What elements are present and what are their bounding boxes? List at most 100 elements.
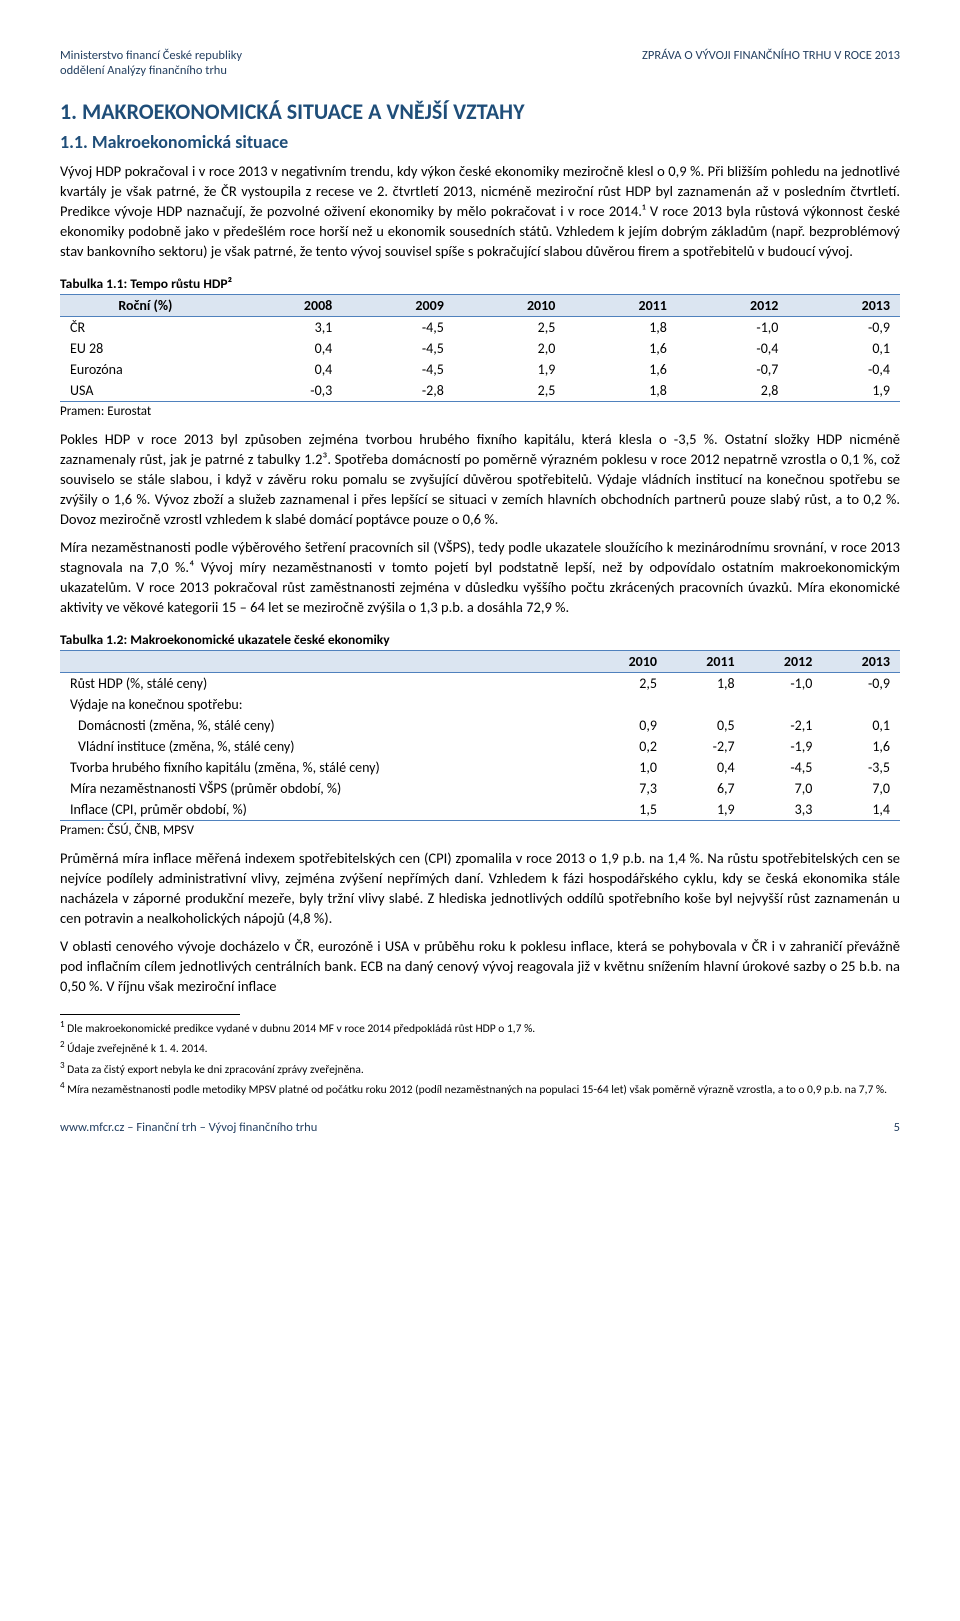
footer-left: www.mfcr.cz – Finanční trh – Vývoj finan…: [60, 1120, 317, 1135]
table-2-year: 2013: [822, 651, 900, 673]
header-org: Ministerstvo financí České republiky: [60, 48, 242, 63]
table-row: Domácnosti (změna, %, stálé ceny)0,90,5-…: [60, 715, 900, 736]
row-label: Výdaje na konečnou spotřebu:: [60, 694, 589, 715]
section-heading-1: 1. MAKROEKONOMICKÁ SITUACE A VNĚJŠÍ VZTA…: [60, 98, 900, 125]
cell-value: -3,5: [822, 757, 900, 778]
table-row: Růst HDP (%, stálé ceny)2,51,8-1,0-0,9: [60, 673, 900, 695]
table-1-year: 2013: [788, 295, 900, 317]
cell-value: 0,4: [231, 338, 343, 359]
cell-value: 1,5: [589, 799, 667, 821]
cell-value: [589, 694, 667, 715]
cell-value: -0,4: [677, 338, 789, 359]
table-1-year: 2011: [565, 295, 677, 317]
cell-value: -0,7: [677, 359, 789, 380]
footnote-2: 2 Údaje zveřejněné k 1. 4. 2014.: [60, 1039, 900, 1057]
table-row: Vládní instituce (změna, %, stálé ceny)0…: [60, 736, 900, 757]
cell-value: [745, 694, 823, 715]
table-1-year: 2008: [231, 295, 343, 317]
paragraph-5: V oblasti cenového vývoje docházelo v ČR…: [60, 936, 900, 996]
row-label: Vládní instituce (změna, %, stálé ceny): [60, 736, 589, 757]
table-row: Inflace (CPI, průměr období, %)1,51,93,3…: [60, 799, 900, 821]
table-row: Výdaje na konečnou spotřebu:: [60, 694, 900, 715]
cell-value: -4,5: [745, 757, 823, 778]
section-heading-1-1: 1.1. Makroekonomická situace: [60, 131, 900, 153]
table-2-title: Tabulka 1.2: Makroekonomické ukazatele č…: [60, 631, 900, 648]
cell-value: 3,1: [231, 317, 343, 339]
cell-value: 1,9: [667, 799, 745, 821]
cell-value: 1,0: [589, 757, 667, 778]
cell-value: 0,2: [589, 736, 667, 757]
row-label: Míra nezaměstnanosti VŠPS (průměr období…: [60, 778, 589, 799]
cell-value: 2,8: [677, 380, 789, 402]
header-dept: oddělení Analýzy finančního trhu: [60, 63, 242, 78]
table-1: Roční (%) 2008 2009 2010 2011 2012 2013 …: [60, 294, 900, 402]
table-2-year: 2012: [745, 651, 823, 673]
cell-value: -0,3: [231, 380, 343, 402]
table-2: 2010 2011 2012 2013 Růst HDP (%, stálé c…: [60, 650, 900, 821]
cell-value: 1,6: [565, 359, 677, 380]
cell-value: 1,8: [667, 673, 745, 695]
row-label: Tvorba hrubého fixního kapitálu (změna, …: [60, 757, 589, 778]
footnotes: 1 Dle makroekonomické predikce vydané v …: [60, 1019, 900, 1098]
cell-value: 0,4: [667, 757, 745, 778]
table-row: Eurozóna0,4-4,51,91,6-0,7-0,4: [60, 359, 900, 380]
cell-value: -0,9: [822, 673, 900, 695]
cell-value: 2,5: [454, 380, 566, 402]
row-label: Domácnosti (změna, %, stálé ceny): [60, 715, 589, 736]
cell-value: -2,8: [342, 380, 454, 402]
table-1-year: 2012: [677, 295, 789, 317]
table-row: USA-0,3-2,82,51,82,81,9: [60, 380, 900, 402]
cell-value: 1,8: [565, 380, 677, 402]
row-label: ČR: [60, 317, 231, 339]
table-row: EU 280,4-4,52,01,6-0,40,1: [60, 338, 900, 359]
cell-value: [667, 694, 745, 715]
cell-value: 1,9: [454, 359, 566, 380]
cell-value: [822, 694, 900, 715]
cell-value: -2,1: [745, 715, 823, 736]
cell-value: -4,5: [342, 317, 454, 339]
table-2-source: Pramen: ČSÚ, ČNB, MPSV: [60, 823, 900, 838]
table-1-title: Tabulka 1.1: Tempo růstu HDP²: [60, 275, 900, 292]
cell-value: 6,7: [667, 778, 745, 799]
cell-value: 2,5: [589, 673, 667, 695]
header-report-title: ZPRÁVA O VÝVOJI FINANČNÍHO TRHU V ROCE 2…: [642, 48, 900, 78]
cell-value: 1,4: [822, 799, 900, 821]
footnote-1: 1 Dle makroekonomické predikce vydané v …: [60, 1019, 900, 1037]
cell-value: 0,1: [788, 338, 900, 359]
footer-page-number: 5: [894, 1120, 900, 1135]
table-2-year: 2010: [589, 651, 667, 673]
paragraph-3: Míra nezaměstnanosti podle výběrového še…: [60, 537, 900, 617]
cell-value: 1,6: [565, 338, 677, 359]
cell-value: 7,0: [822, 778, 900, 799]
row-label: EU 28: [60, 338, 231, 359]
row-label: Eurozóna: [60, 359, 231, 380]
cell-value: 1,9: [788, 380, 900, 402]
paragraph-1: Vývoj HDP pokračoval i v roce 2013 v neg…: [60, 161, 900, 261]
cell-value: 1,6: [822, 736, 900, 757]
cell-value: -0,9: [788, 317, 900, 339]
table-row: Míra nezaměstnanosti VŠPS (průměr období…: [60, 778, 900, 799]
footnote-3: 3 Data za čistý export nebyla ke dni zpr…: [60, 1060, 900, 1078]
row-label: Růst HDP (%, stálé ceny): [60, 673, 589, 695]
cell-value: 7,3: [589, 778, 667, 799]
cell-value: -4,5: [342, 338, 454, 359]
table-2-col0: [60, 651, 589, 673]
row-label: Inflace (CPI, průměr období, %): [60, 799, 589, 821]
table-1-year: 2009: [342, 295, 454, 317]
footnote-separator: [60, 1014, 240, 1015]
cell-value: 2,5: [454, 317, 566, 339]
cell-value: 0,9: [589, 715, 667, 736]
table-1-source: Pramen: Eurostat: [60, 404, 900, 419]
page-footer: www.mfcr.cz – Finanční trh – Vývoj finan…: [60, 1120, 900, 1135]
cell-value: 7,0: [745, 778, 823, 799]
table-row: Tvorba hrubého fixního kapitálu (změna, …: [60, 757, 900, 778]
page-header: Ministerstvo financí České republiky odd…: [60, 48, 900, 78]
table-row: ČR3,1-4,52,51,8-1,0-0,9: [60, 317, 900, 339]
table-1-year: 2010: [454, 295, 566, 317]
table-2-year: 2011: [667, 651, 745, 673]
cell-value: 2,0: [454, 338, 566, 359]
cell-value: -2,7: [667, 736, 745, 757]
table-1-col0: Roční (%): [60, 295, 231, 317]
row-label: USA: [60, 380, 231, 402]
cell-value: -4,5: [342, 359, 454, 380]
